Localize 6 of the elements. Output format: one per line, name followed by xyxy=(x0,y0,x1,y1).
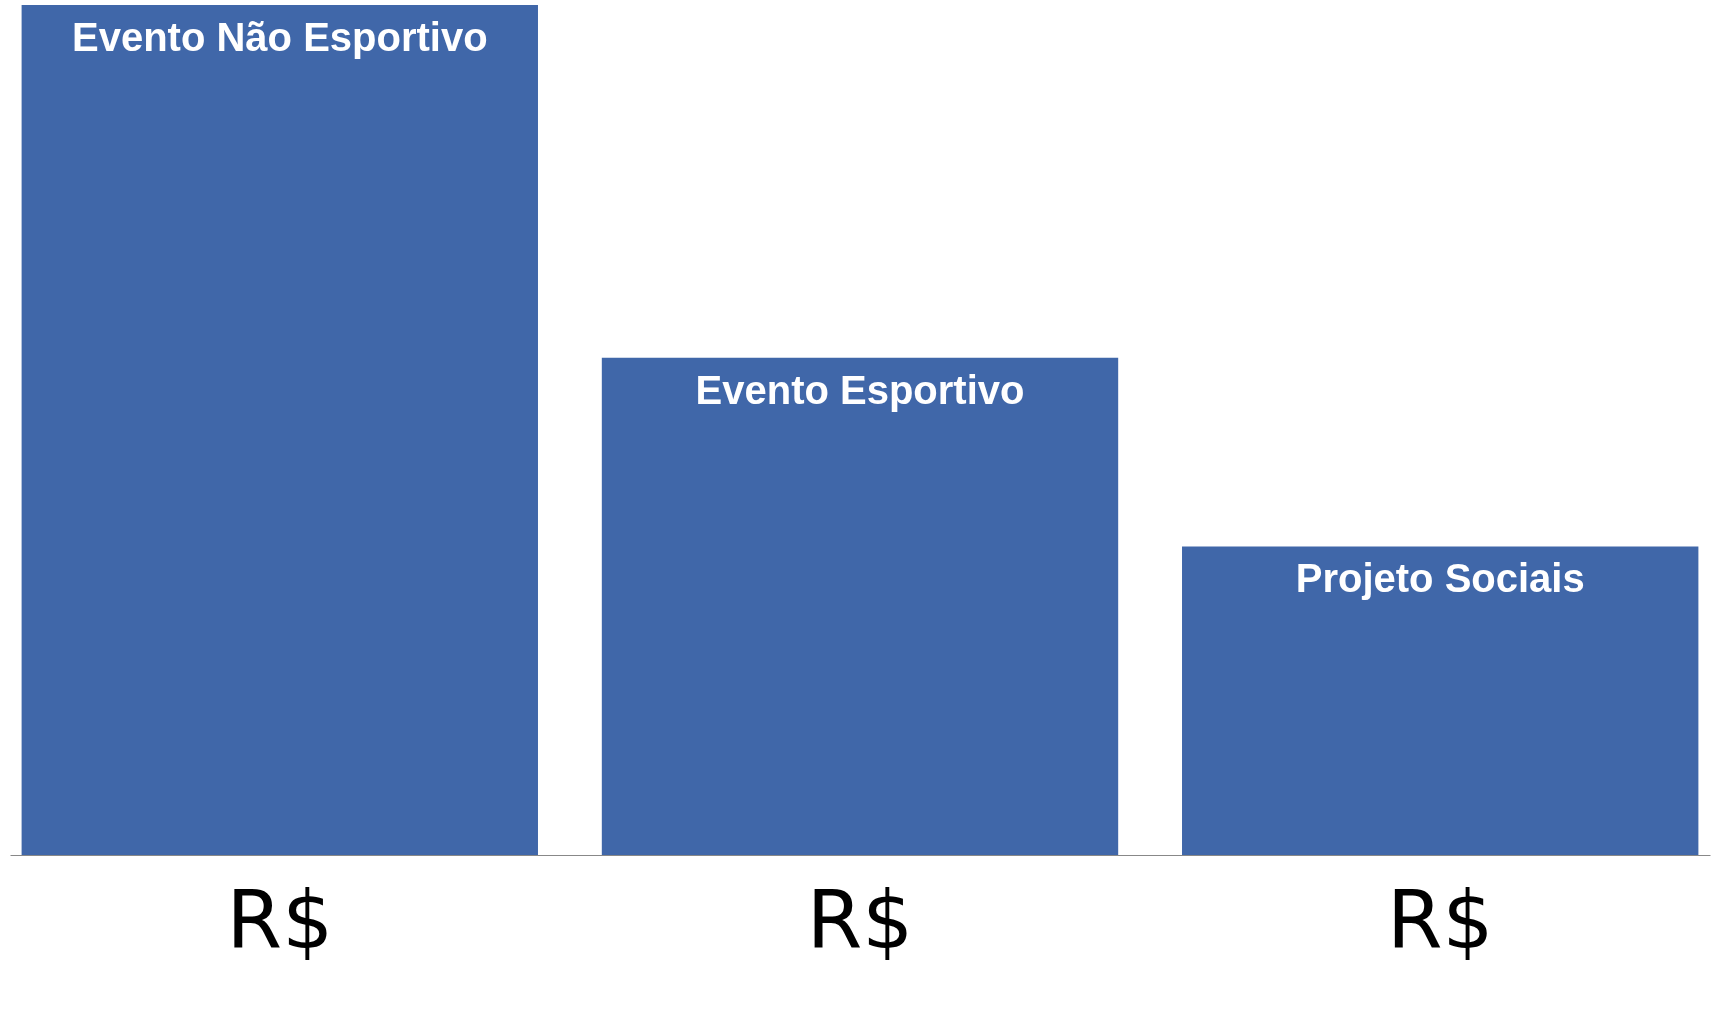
text: R$ xyxy=(1386,874,1494,967)
x-tick-label: Evento Não Esportivo xyxy=(71,15,488,59)
text: R$ xyxy=(226,874,334,967)
x-tick-label: Projeto Sociais xyxy=(1295,556,1585,601)
x-tick-label: Evento Esportivo xyxy=(695,367,1025,412)
text: R$ xyxy=(806,874,914,967)
